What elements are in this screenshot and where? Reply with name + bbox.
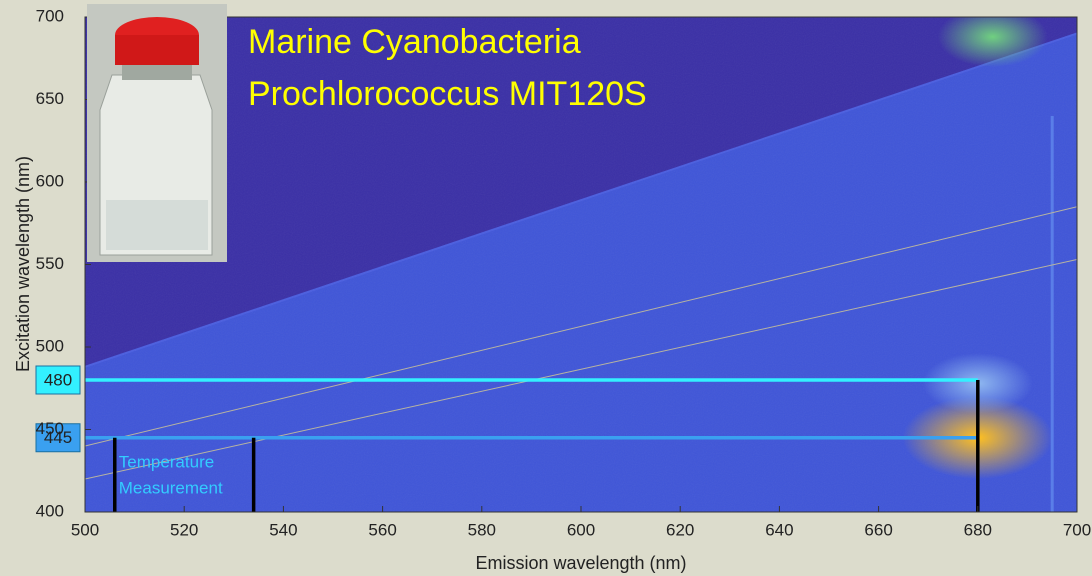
annotation: Temperature (119, 452, 214, 471)
x-tick-label: 560 (368, 520, 396, 539)
chart: TemperatureMeasurement 48044550052054056… (0, 0, 1092, 576)
page: TemperatureMeasurement 48044550052054056… (0, 0, 1092, 576)
x-axis-label: Emission wavelength (nm) (475, 553, 686, 573)
x-tick-label: 660 (864, 520, 892, 539)
x-tick-label: 540 (269, 520, 297, 539)
y-tick-label: 650 (36, 89, 64, 108)
y-tick-label: 500 (36, 336, 64, 355)
chart-title: Marine Cyanobacteria (248, 23, 581, 61)
chart-title: Prochlorococcus MIT120S (248, 75, 647, 113)
y-tick-label: 550 (36, 254, 64, 273)
y-tick-label: 600 (36, 171, 64, 190)
x-tick-label: 640 (765, 520, 793, 539)
annotation: Measurement (119, 478, 223, 497)
x-tick-label: 580 (468, 520, 496, 539)
y-tick-label: 400 (36, 501, 64, 520)
photo-inset (87, 4, 227, 262)
bottle-cap-side (115, 35, 199, 65)
y-tick-label: 450 (36, 419, 64, 438)
x-tick-label: 600 (567, 520, 595, 539)
x-tick-label: 520 (170, 520, 198, 539)
excitation-label: 480 (44, 370, 72, 389)
x-tick-label: 620 (666, 520, 694, 539)
x-tick-label: 680 (964, 520, 992, 539)
y-tick-label: 700 (36, 6, 64, 25)
y-axis-label: Excitation wavelength (nm) (13, 156, 33, 372)
bottle-liquid (106, 200, 208, 250)
x-tick-label: 500 (71, 520, 99, 539)
x-tick-label: 700 (1063, 520, 1091, 539)
